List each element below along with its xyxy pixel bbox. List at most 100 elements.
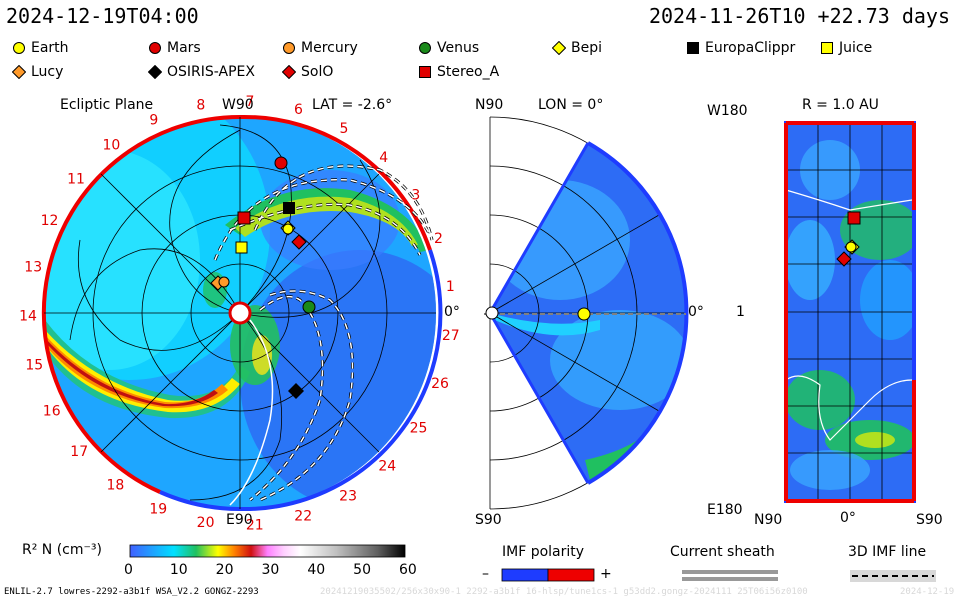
- sector-number: 15: [25, 357, 43, 373]
- solo-marker: [291, 234, 307, 250]
- sector-number: 18: [106, 478, 124, 494]
- legend-label: OSIRIS-APEX: [167, 64, 255, 80]
- ecliptic-top-label: W90: [222, 97, 254, 113]
- radial-stereo-a-marker: [847, 211, 861, 225]
- sector-number: 22: [294, 508, 312, 524]
- diamond-marker-icon: [12, 65, 26, 79]
- meridian-right-label: 0°: [688, 304, 704, 320]
- legend-label: Lucy: [31, 64, 64, 80]
- colorbar-tick: 10: [169, 562, 188, 578]
- stereo-a-marker: [237, 211, 251, 225]
- radial-mid-label: 1: [736, 304, 745, 320]
- imf-minus-label: –: [482, 566, 489, 582]
- imf-polarity-title: IMF polarity: [502, 544, 585, 560]
- legend-item-stereo-a: Stereo_A: [418, 64, 499, 80]
- meridian-panel: [484, 116, 689, 510]
- colorbar-tick: 50: [353, 562, 371, 578]
- diamond-marker-icon: [282, 65, 296, 79]
- circle-marker-icon: [13, 42, 25, 54]
- radial-bottom-label: E180: [707, 502, 743, 518]
- meridian-lon-label: LON = 0°: [538, 97, 604, 113]
- legend-label: SolO: [301, 64, 334, 80]
- sector-number: 8: [196, 98, 205, 114]
- sector-number: 12: [41, 213, 59, 229]
- radial-earth-marker: [845, 241, 857, 253]
- sector-number: 10: [102, 137, 120, 153]
- sector-number: 2: [434, 231, 443, 247]
- sector-number: 11: [67, 172, 85, 188]
- sector-number: 25: [410, 420, 428, 436]
- sector-number: 16: [43, 403, 61, 419]
- legend-item-osiris-apex: OSIRIS-APEX: [148, 64, 255, 80]
- sector-number: 21: [246, 518, 264, 534]
- radial-solo-marker: [836, 251, 852, 267]
- circle-marker-icon: [283, 42, 295, 54]
- ecliptic-right-label: 0°: [444, 304, 460, 320]
- sector-number: 17: [70, 444, 88, 460]
- mercury-marker: [218, 276, 230, 288]
- sector-number: 19: [149, 502, 167, 518]
- radial-panel: [784, 121, 916, 503]
- legend-item-venus: Venus: [418, 40, 479, 56]
- reference-time: 2024-11-26T10 +22.73 days: [648, 4, 950, 28]
- juice-marker: [235, 241, 248, 254]
- colorbar-tick: 20: [215, 562, 234, 578]
- colorbar-tick: 60: [399, 562, 417, 578]
- legend-label: EuropaClippr: [705, 40, 796, 56]
- sector-number: 1: [446, 279, 455, 295]
- circle-marker-icon: [419, 42, 431, 54]
- sector-number: 7: [245, 94, 254, 110]
- colorbar-tick: 40: [307, 562, 326, 578]
- legend-item-europaclippr: EuropaClippr: [686, 40, 795, 56]
- sector-number: 13: [24, 260, 42, 276]
- radial-top-label: W180: [707, 103, 748, 119]
- ecliptic-lat-label: LAT = -2.6°: [312, 97, 393, 113]
- radial-r-label: R = 1.0 AU: [802, 97, 879, 113]
- colorbar-label: R² N (cm⁻³): [22, 542, 102, 558]
- legend-label: Earth: [31, 40, 69, 56]
- diamond-marker-icon: [552, 41, 566, 55]
- osiris-apex-marker: [288, 383, 304, 399]
- radial-x-label-left: N90: [754, 512, 783, 528]
- legend-label: Venus: [437, 40, 480, 56]
- sector-number: 23: [339, 488, 357, 504]
- sector-number: 6: [294, 102, 303, 118]
- legend-item-lucy: Lucy: [12, 64, 63, 80]
- radial-x-label-mid: 0°: [840, 510, 856, 526]
- sector-number: 27: [442, 328, 460, 344]
- sector-number: 20: [197, 515, 215, 531]
- sector-number: 24: [378, 459, 396, 475]
- colorbar-tick: 30: [261, 562, 280, 578]
- legend-label: Bepi: [571, 40, 602, 56]
- legend-item-earth: Earth: [12, 40, 69, 56]
- legend-label: Mercury: [301, 40, 358, 56]
- model-time: 2024-12-19T04:00: [6, 4, 199, 28]
- meridian-bottom-label: S90: [475, 512, 502, 528]
- imf-line-title: 3D IMF line: [848, 544, 927, 560]
- square-marker-icon: [419, 66, 431, 78]
- legend-label: Stereo_A: [437, 64, 500, 80]
- sector-number: 9: [149, 112, 158, 128]
- square-marker-icon: [821, 42, 833, 54]
- diamond-marker-icon: [148, 65, 162, 79]
- venus-marker: [302, 300, 316, 314]
- circle-marker-icon: [149, 42, 161, 54]
- square-marker-icon: [687, 42, 699, 54]
- mars-marker: [274, 156, 288, 170]
- sector-number: 3: [411, 188, 420, 204]
- earth-marker: [282, 223, 294, 235]
- legend-label: Juice: [839, 40, 873, 56]
- legend-item-mars: Mars: [148, 40, 201, 56]
- current-sheath-title: Current sheath: [670, 544, 775, 560]
- ecliptic-title: Ecliptic Plane: [60, 97, 154, 113]
- ecliptic-bottom-label: E90: [226, 512, 253, 528]
- legend-item-solo: SolO: [282, 64, 333, 80]
- colorbar-tick: 0: [124, 562, 133, 578]
- footer-model-info: ENLIL-2.7 lowres-2292-a3b1f WSA_V2.2 GON…: [4, 587, 259, 597]
- density-colorbar: [129, 544, 406, 558]
- sector-number: 4: [379, 150, 388, 166]
- footer-run-info: 20241219035502/256x30x90-1 2292-a3b1f 16…: [320, 587, 808, 597]
- radial-x-label-right: S90: [916, 512, 943, 528]
